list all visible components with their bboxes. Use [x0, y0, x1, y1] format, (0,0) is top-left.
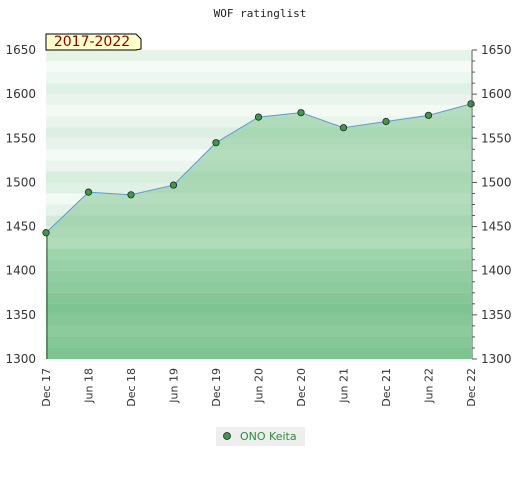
legend[interactable]: ONO Keita — [216, 427, 305, 446]
y-tick-label-right: 1450 — [481, 220, 512, 234]
data-point[interactable] — [127, 191, 135, 199]
x-tick-label: Jun 19 — [168, 368, 181, 404]
data-point[interactable] — [169, 181, 178, 189]
legend-entry-ono-keita: ONO Keita — [240, 430, 297, 443]
x-tick-label: Jun 21 — [338, 368, 351, 404]
data-point[interactable] — [424, 111, 433, 119]
y-tick-label-right: 1350 — [481, 308, 512, 322]
y-tick-label-left: 1650 — [5, 43, 36, 57]
data-point[interactable] — [339, 124, 348, 132]
data-point[interactable] — [212, 139, 220, 147]
chart-title: WOF ratinglist — [214, 7, 307, 20]
period-badge: 2017-2022 — [45, 33, 142, 51]
x-axis: Dec 17 Jun 18 Dec 18 Jun 19 Dec 19 Jun 20 Dec … — [40, 368, 478, 407]
y-axis-left: 1300 1350 1400 1450 1500 1550 1600 1650 — [5, 43, 36, 366]
y-tick-label-left: 1450 — [5, 220, 36, 234]
grid-band — [46, 105, 471, 117]
y-tick-label-right: 1500 — [481, 175, 512, 189]
x-tick-label: Jun 20 — [253, 368, 266, 404]
x-tick-label: Dec 22 — [465, 368, 478, 407]
x-tick-label: Dec 18 — [125, 368, 138, 407]
data-points — [42, 100, 475, 359]
data-point[interactable] — [297, 109, 305, 117]
grid-band — [46, 61, 471, 73]
y-axis-right: 1300 1350 1400 1450 1500 1550 1600 1650 — [471, 43, 512, 366]
x-tick-label: Dec 21 — [380, 368, 393, 407]
grid-band — [46, 50, 471, 62]
data-point[interactable] — [42, 229, 50, 237]
y-tick-label-left: 1400 — [5, 264, 36, 278]
x-tick-label: Jun 22 — [423, 368, 436, 404]
period-label: 2017-2022 — [54, 34, 130, 50]
y-tick-label-left: 1500 — [5, 175, 36, 189]
x-tick-label: Jun 18 — [83, 368, 96, 404]
x-tick-label: Dec 20 — [295, 368, 308, 407]
legend-marker — [223, 432, 231, 440]
data-point[interactable] — [254, 113, 263, 121]
grid-band — [46, 83, 471, 95]
grid-band — [46, 94, 471, 106]
y-tick-label-left: 1350 — [5, 308, 36, 322]
data-point[interactable] — [467, 100, 475, 108]
y-tick-label-right: 1650 — [481, 43, 512, 57]
grid-band — [46, 72, 471, 84]
rating-area — [46, 103, 471, 360]
y-tick-label-left: 1600 — [5, 87, 36, 101]
y-tick-label-left: 1300 — [5, 352, 36, 366]
x-tick-label: Dec 19 — [210, 368, 223, 407]
y-tick-label-right: 1400 — [481, 264, 512, 278]
data-point[interactable] — [84, 188, 93, 196]
y-tick-label-right: 1300 — [481, 352, 512, 366]
data-point[interactable] — [382, 117, 390, 126]
y-tick-label-right: 1600 — [481, 87, 512, 101]
x-tick-label: Dec 17 — [40, 368, 53, 407]
y-tick-label-left: 1550 — [5, 131, 36, 145]
y-tick-label-right: 1550 — [481, 131, 512, 145]
